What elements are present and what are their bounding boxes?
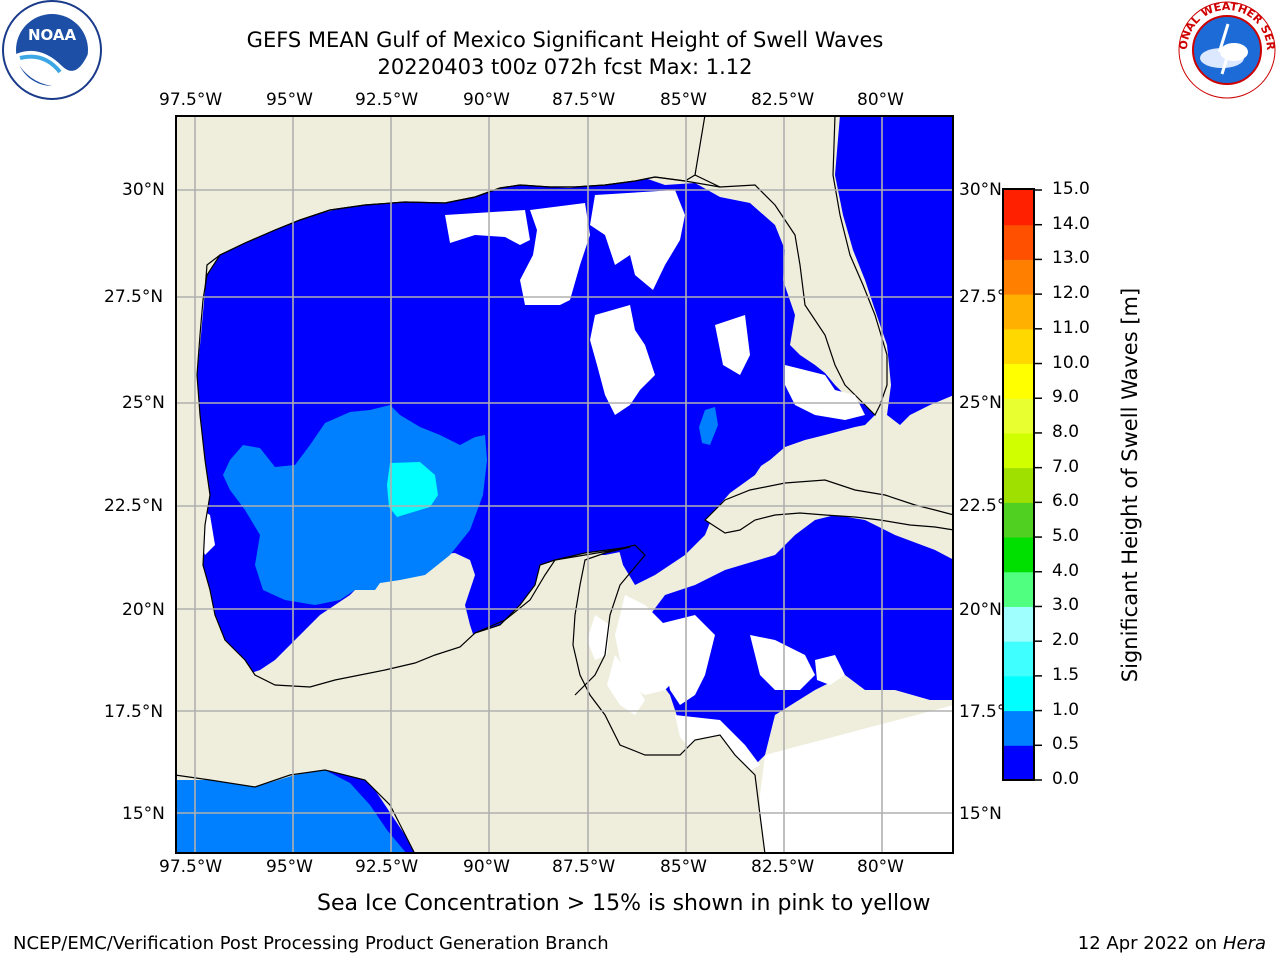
colorbar-segment xyxy=(1004,190,1034,226)
colorbar-tick-label: 1.0 xyxy=(1052,699,1080,720)
colorbar-tick-label: 10.0 xyxy=(1052,352,1090,373)
colorbar-segment xyxy=(1004,745,1034,781)
lon-label-bottom-7: 80°W xyxy=(857,857,904,877)
lon-label-bottom-2: 92.5°W xyxy=(355,857,419,877)
chart-title-line1: GEFS MEAN Gulf of Mexico Significant Hei… xyxy=(246,28,884,52)
colorbar-tick-label: 14.0 xyxy=(1052,213,1090,234)
lon-label-bottom-5: 85°W xyxy=(660,857,707,877)
lat-label-left-2: 25°N xyxy=(122,393,165,413)
lon-label-top-7: 80°W xyxy=(857,90,904,110)
map-frame xyxy=(175,115,954,854)
pacific-swell-region xyxy=(175,770,415,854)
colorbar-segment xyxy=(1004,571,1034,607)
swell-peak-region xyxy=(387,462,438,517)
colorbar-segment xyxy=(1004,467,1034,503)
lon-label-top-5: 85°W xyxy=(660,90,707,110)
colorbar-tick-label: 6.0 xyxy=(1052,491,1080,512)
swell-moderate-small xyxy=(699,407,718,445)
colorbar-segment xyxy=(1004,710,1034,746)
yucatan-coastline xyxy=(474,544,646,696)
atlantic-ocean-field xyxy=(835,115,954,425)
lon-label-top-3: 90°W xyxy=(463,90,510,110)
nws-logo: NATIONAL WEATHER SERVICE xyxy=(1176,0,1277,99)
colorbar-tick-label: 0.0 xyxy=(1052,769,1080,789)
lat-label-left-0: 30°N xyxy=(122,180,165,200)
lat-label-left-5: 17.5°N xyxy=(104,702,164,722)
lon-label-top-2: 92.5°W xyxy=(355,90,419,110)
footer-date: 12 Apr 2022 on Hera xyxy=(1078,933,1266,954)
colorbar-tick-label: 0.5 xyxy=(1052,734,1080,755)
lat-label-right-4: 20°N xyxy=(959,600,1002,620)
lon-label-bottom-4: 87.5°W xyxy=(552,857,616,877)
colorbar-segment xyxy=(1004,363,1034,399)
colorbar-tick-label: 3.0 xyxy=(1052,595,1080,616)
sea-ice-note: Sea Ice Concentration > 15% is shown in … xyxy=(317,891,931,916)
colorbar xyxy=(1002,188,1042,781)
colorbar-tick-label: 11.0 xyxy=(1052,317,1090,338)
colorbar-segment xyxy=(1004,259,1034,295)
pacific-coastal-field xyxy=(325,770,420,854)
colorbar-frame xyxy=(1002,188,1035,781)
lat-label-left-6: 15°N xyxy=(122,804,165,824)
colorbar-tick-label: 9.0 xyxy=(1052,387,1080,408)
colorbar-tick-label: 5.0 xyxy=(1052,526,1080,547)
colorbar-title: Significant Height of Swell Waves [m] xyxy=(1118,287,1142,683)
lat-label-right-6: 15°N xyxy=(959,804,1002,824)
yucatan-channel-field xyxy=(605,400,775,585)
colorbar-segment xyxy=(1004,294,1034,330)
colorbar-tick-label: 15.0 xyxy=(1052,179,1090,199)
colorbar-tick-label: 12.0 xyxy=(1052,283,1090,304)
colorbar-segment xyxy=(1004,606,1034,642)
noaa-logo-text: NOAA xyxy=(28,26,77,44)
swell-moderate-region xyxy=(223,405,487,605)
lon-label-bottom-0: 97.5°W xyxy=(159,857,223,877)
lon-label-top-6: 82.5°W xyxy=(751,90,815,110)
noaa-logo: NOAA xyxy=(2,0,102,100)
colorbar-segments xyxy=(1004,190,1034,781)
colorbar-tick-label: 1.5 xyxy=(1052,664,1080,685)
caribbean-ocean-field xyxy=(645,515,954,775)
colorbar-segment xyxy=(1004,398,1034,434)
colorbar-ticks xyxy=(1034,189,1042,781)
lon-label-top-0: 97.5°W xyxy=(159,90,223,110)
lat-label-left-4: 20°N xyxy=(122,600,165,620)
colorbar-segment xyxy=(1004,675,1034,712)
lat-label-right-0: 30°N xyxy=(959,180,1002,200)
lat-label-left-1: 27.5°N xyxy=(104,287,164,307)
lon-label-top-1: 95°W xyxy=(266,90,313,110)
lat-label-right-2: 25°N xyxy=(959,393,1002,413)
florida-landmass xyxy=(694,115,888,417)
colorbar-tick-label: 2.0 xyxy=(1052,630,1080,651)
chart-title-line2: 20220403 t00z 072h fcst Max: 1.12 xyxy=(377,55,753,79)
footer-host: Hera xyxy=(1222,933,1266,954)
lon-label-top-4: 87.5°W xyxy=(552,90,616,110)
graticule xyxy=(175,115,954,854)
footer-date-text: 12 Apr 2022 on xyxy=(1077,933,1223,954)
colorbar-segment xyxy=(1004,432,1034,469)
colorbar-segment xyxy=(1004,641,1034,677)
colorbar-tick-label: 7.0 xyxy=(1052,456,1080,477)
colorbar-tick-label: 8.0 xyxy=(1052,421,1080,442)
lat-label-left-3: 22.5°N xyxy=(104,496,164,516)
colorbar-tick-label: 13.0 xyxy=(1052,248,1090,269)
gulf-coastline xyxy=(204,176,721,291)
lon-label-bottom-1: 95°W xyxy=(266,857,313,877)
map-panel xyxy=(175,115,954,854)
colorbar-segment xyxy=(1004,537,1034,573)
footer-left: NCEP/EMC/Verification Post Processing Pr… xyxy=(13,933,609,954)
colorbar-segment xyxy=(1004,502,1034,538)
colorbar-segment xyxy=(1004,328,1034,365)
lon-label-bottom-3: 90°W xyxy=(463,857,510,877)
colorbar-tick-label: 4.0 xyxy=(1052,560,1080,581)
lon-label-bottom-6: 82.5°W xyxy=(751,857,815,877)
colorbar-segment xyxy=(1004,224,1034,260)
